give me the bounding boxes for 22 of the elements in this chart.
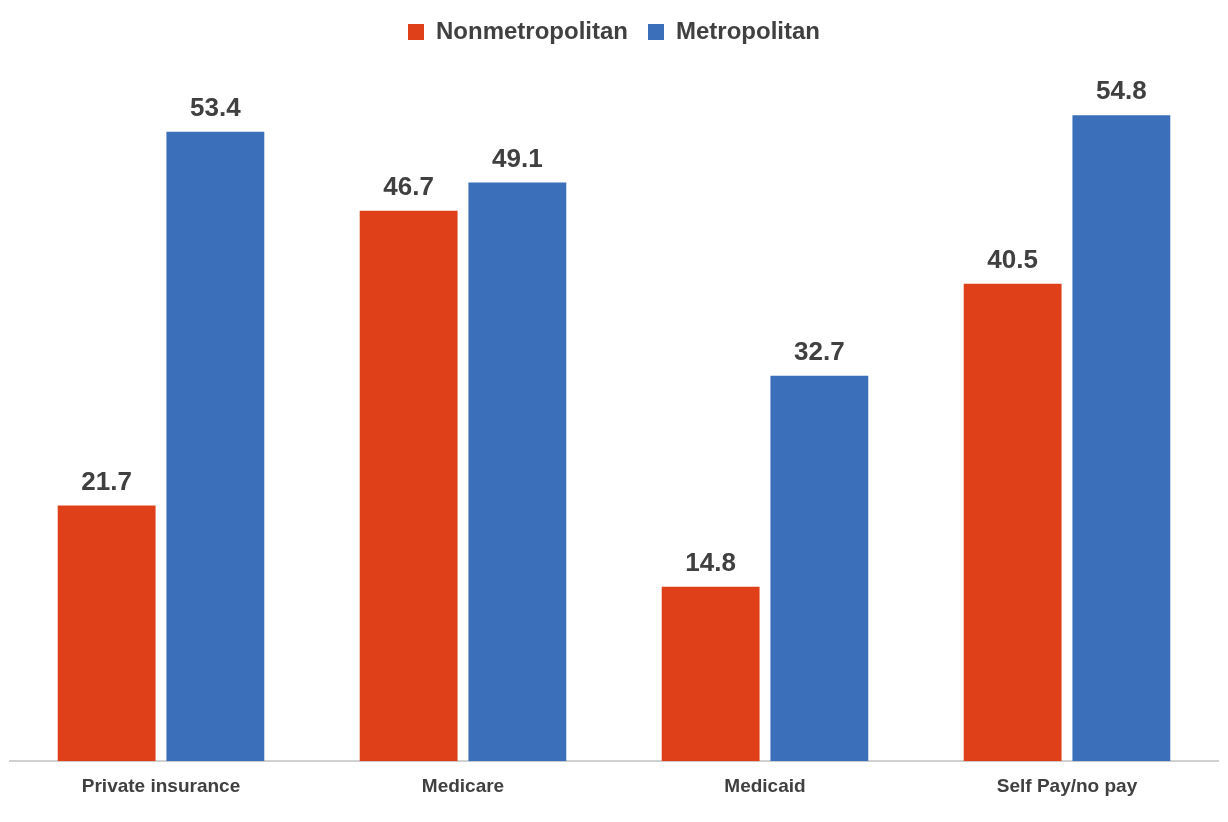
bar bbox=[166, 131, 265, 762]
data-label: 53.4 bbox=[190, 91, 242, 122]
bar bbox=[1072, 115, 1171, 762]
data-label: 14.8 bbox=[685, 546, 736, 577]
data-label: 40.5 bbox=[987, 244, 1038, 275]
bar bbox=[661, 586, 760, 762]
bar bbox=[468, 182, 567, 762]
data-label: 32.7 bbox=[794, 335, 845, 366]
bar bbox=[359, 210, 458, 762]
x-tick-label: Medicaid bbox=[724, 774, 806, 796]
data-label: 49.1 bbox=[492, 142, 543, 173]
x-tick-label: Self Pay/no pay bbox=[996, 774, 1138, 796]
data-label: 54.8 bbox=[1096, 75, 1147, 106]
bar bbox=[770, 375, 869, 762]
bar bbox=[963, 283, 1062, 762]
data-label: 46.7 bbox=[383, 170, 434, 201]
x-tick-label: Private insurance bbox=[81, 774, 241, 796]
x-tick-label: Medicare bbox=[421, 774, 505, 796]
data-label: 21.7 bbox=[81, 465, 132, 496]
legend-label: Nonmetropolitan bbox=[436, 16, 629, 44]
bar bbox=[57, 505, 156, 762]
legend-label: Metropolitan bbox=[676, 16, 820, 44]
